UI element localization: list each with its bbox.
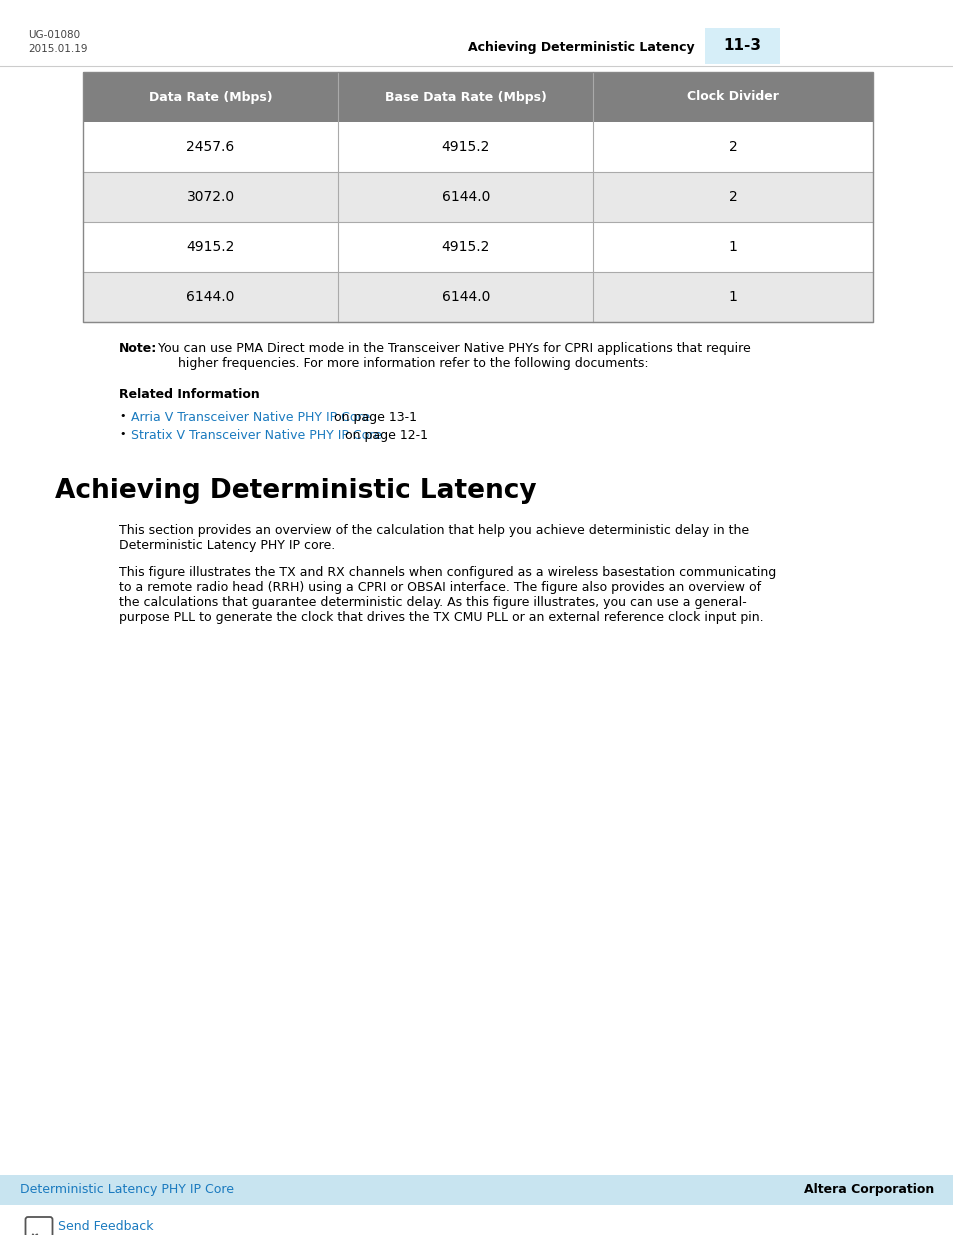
Text: Deterministic Latency PHY IP Core: Deterministic Latency PHY IP Core [20,1183,233,1197]
Text: on page 13-1: on page 13-1 [330,411,417,424]
Text: Achieving Deterministic Latency: Achieving Deterministic Latency [55,478,536,504]
Text: 1: 1 [728,240,737,254]
Text: Related Information: Related Information [119,388,259,401]
Text: the calculations that guarantee deterministic delay. As this figure illustrates,: the calculations that guarantee determin… [119,597,746,609]
Text: Data Rate (Mbps): Data Rate (Mbps) [149,90,273,104]
Text: 4915.2: 4915.2 [441,140,490,154]
Text: You can use PMA Direct mode in the Transceiver Native PHYs for CPRI applications: You can use PMA Direct mode in the Trans… [158,342,750,354]
Text: 4915.2: 4915.2 [441,240,490,254]
Bar [83,272,872,322]
Text: Clock Divider: Clock Divider [686,90,779,104]
Bar [83,222,872,272]
Text: •: • [119,429,126,438]
Text: 2: 2 [728,190,737,204]
Text: Base Data Rate (Mbps): Base Data Rate (Mbps) [384,90,546,104]
Text: to a remote radio head (RRH) using a CPRI or OBSAI interface. The figure also pr: to a remote radio head (RRH) using a CPR… [119,580,760,594]
Bar [83,72,872,122]
Text: This figure illustrates the TX and RX channels when configured as a wireless bas: This figure illustrates the TX and RX ch… [119,566,776,579]
Text: 2457.6: 2457.6 [186,140,234,154]
Bar [0,1174,953,1205]
Text: Arria V Transceiver Native PHY IP Core: Arria V Transceiver Native PHY IP Core [131,411,370,424]
Text: 4915.2: 4915.2 [186,240,234,254]
Bar [83,122,872,172]
Text: •: • [119,411,126,421]
Text: Altera Corporation: Altera Corporation [803,1183,933,1197]
Bar [83,72,872,322]
Text: Achieving Deterministic Latency: Achieving Deterministic Latency [468,41,695,53]
Bar [704,28,780,64]
Text: UG-01080: UG-01080 [28,30,80,40]
Text: Send Feedback: Send Feedback [58,1220,153,1234]
Text: higher frequencies. For more information refer to the following documents:: higher frequencies. For more information… [178,357,648,370]
Text: 2: 2 [728,140,737,154]
Text: Stratix V Transceiver Native PHY IP Core: Stratix V Transceiver Native PHY IP Core [131,429,381,442]
Text: 6144.0: 6144.0 [441,290,490,304]
Text: on page 12-1: on page 12-1 [340,429,428,442]
Text: This section provides an overview of the calculation that help you achieve deter: This section provides an overview of the… [119,524,748,537]
Text: 1: 1 [728,290,737,304]
Bar [83,172,872,222]
Text: Note:: Note: [119,342,157,354]
Text: 6144.0: 6144.0 [186,290,234,304]
Text: purpose PLL to generate the clock that drives the TX CMU PLL or an external refe: purpose PLL to generate the clock that d… [119,611,762,624]
Text: 3072.0: 3072.0 [187,190,234,204]
Text: 6144.0: 6144.0 [441,190,490,204]
Text: 2015.01.19: 2015.01.19 [28,44,88,54]
Text: Deterministic Latency PHY IP core.: Deterministic Latency PHY IP core. [119,538,335,552]
Text: 11-3: 11-3 [722,38,760,53]
